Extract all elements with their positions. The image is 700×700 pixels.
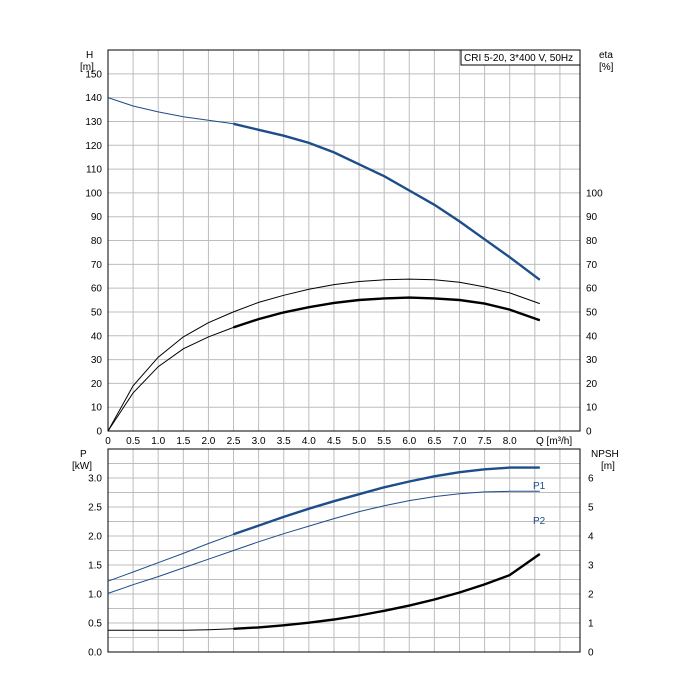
bottom-y-left-tick-label: 2.0 <box>88 532 102 543</box>
top-y-left-tick-label: 90 <box>91 212 103 223</box>
top-y-right-tick-label: 70 <box>586 260 598 271</box>
top-y-left-tick-label: 150 <box>85 69 102 80</box>
top-y-right-tick-label: 50 <box>586 307 598 318</box>
top-y-right-tick-label: 0 <box>586 427 592 438</box>
bottom-y-right-tick-label: 1 <box>588 619 594 630</box>
bottom-p1-curve <box>107 467 540 582</box>
bottom-y-left-name: P <box>80 449 87 460</box>
top-y-left-tick-label: 60 <box>91 284 103 295</box>
top-y-right-tick-label: 90 <box>586 212 598 223</box>
x-tick-label: 2.0 <box>201 436 215 447</box>
bottom-y-left-unit: [kW] <box>72 461 92 472</box>
bottom-npsh-operating-range <box>233 553 541 630</box>
top-y-left-tick-label: 10 <box>91 403 103 414</box>
top-plot-frame <box>107 49 581 432</box>
x-tick-label: 5.0 <box>352 436 366 447</box>
bottom-y-right-tick-label: 6 <box>588 474 594 485</box>
top-y-left-tick-label: 140 <box>85 93 102 104</box>
bottom-y-left-tick-label: 0.5 <box>88 619 102 630</box>
bottom-y-right-tick-label: 2 <box>588 590 594 601</box>
top-chart-series <box>107 97 541 432</box>
x-tick-label: 1.5 <box>176 436 190 447</box>
legend-box-text: CRI 5-20, 3*400 V, 50Hz <box>464 53 573 64</box>
top-chart-grid <box>108 50 580 431</box>
bottom-y-right-tick-label: 0 <box>588 648 594 659</box>
x-tick-label: 6.0 <box>402 436 416 447</box>
bottom-y-left-tick-label: 1.0 <box>88 590 102 601</box>
x-tick-label: 3.5 <box>277 436 291 447</box>
top-y-left-tick-label: 120 <box>85 141 102 152</box>
p2-series-label: P2 <box>533 516 546 527</box>
x-tick-label: 2.5 <box>227 436 241 447</box>
top-y-right-tick-label: 30 <box>586 355 598 366</box>
top-y-right-tick-label: 80 <box>586 236 598 247</box>
x-tick-label: 5.5 <box>377 436 391 447</box>
top-y-left-tick-label: 100 <box>85 188 102 199</box>
bottom-y-left-tick-label: 0.0 <box>88 648 102 659</box>
bottom-y-right-tick-label: 5 <box>588 503 594 514</box>
x-tick-label: 8.0 <box>503 436 517 447</box>
top-y-right-tick-label: 20 <box>586 379 598 390</box>
bottom-y-left-tick-label: 1.5 <box>88 561 102 572</box>
top-y-right-tick-label: 40 <box>586 331 598 342</box>
bottom-y-right-unit: [m] <box>601 461 615 472</box>
tick-labels: 0102030405060708090100110120130140150010… <box>85 69 603 658</box>
x-tick-label: 4.0 <box>302 436 316 447</box>
top-eta-lower-operating-range <box>233 296 541 329</box>
top-y-left-tick-label: 0 <box>96 427 102 438</box>
bottom-y-right-tick-label: 4 <box>588 532 594 543</box>
top-y-left-tick-label: 20 <box>91 379 103 390</box>
x-axis-label: Q [m³/h] <box>536 436 572 447</box>
top-eta-lower-curve <box>107 297 540 432</box>
x-tick-label: 4.5 <box>327 436 341 447</box>
top-y-left-unit: [m] <box>80 62 94 73</box>
top-y-right-name: eta <box>599 50 613 61</box>
top-y-right-unit: [%] <box>599 62 614 73</box>
x-tick-label: 3.0 <box>252 436 266 447</box>
bottom-p1-operating-range <box>233 466 540 536</box>
x-tick-label: 7.5 <box>478 436 492 447</box>
bottom-y-left-tick-label: 3.0 <box>88 474 102 485</box>
top-y-left-tick-label: 130 <box>85 117 102 128</box>
top-y-left-tick-label: 80 <box>91 236 103 247</box>
p1-series-label: P1 <box>533 481 546 492</box>
legend-box <box>460 49 581 66</box>
bottom-p2-curve <box>107 490 540 594</box>
x-tick-label: 1.0 <box>151 436 165 447</box>
bottom-y-right-tick-label: 3 <box>588 561 594 572</box>
bottom-y-left-tick-label: 2.5 <box>88 503 102 514</box>
bottom-plot-frame <box>107 448 581 653</box>
top-eta-upper-curve <box>107 278 540 432</box>
top-y-right-tick-label: 10 <box>586 403 598 414</box>
top-h-curve <box>107 97 541 281</box>
top-y-left-tick-label: 40 <box>91 331 103 342</box>
top-y-right-tick-label: 100 <box>586 188 603 199</box>
top-y-left-name: H <box>86 50 93 61</box>
top-h-operating-range <box>233 122 541 281</box>
bottom-chart-series <box>107 466 541 631</box>
top-y-left-tick-label: 110 <box>86 165 102 176</box>
bottom-chart-grid <box>108 449 580 652</box>
top-y-left-tick-label: 70 <box>91 260 103 271</box>
x-tick-label: 0 <box>105 436 111 447</box>
x-tick-label: 6.5 <box>427 436 441 447</box>
x-tick-label: 7.0 <box>453 436 467 447</box>
top-y-right-tick-label: 60 <box>586 284 598 295</box>
bottom-y-right-name: NPSH <box>591 449 619 460</box>
top-y-left-tick-label: 30 <box>91 355 103 366</box>
top-y-left-tick-label: 50 <box>91 307 103 318</box>
x-tick-label: 0.5 <box>126 436 140 447</box>
